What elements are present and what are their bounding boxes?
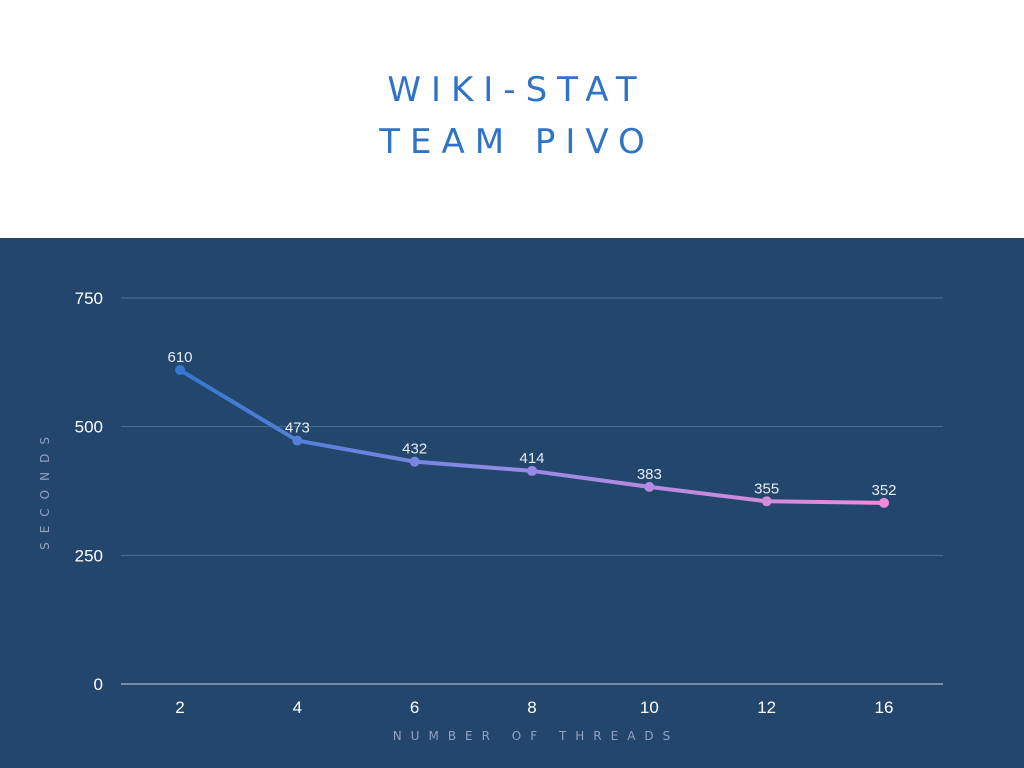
- x-tick-label: 6: [410, 698, 419, 717]
- y-tick-label: 250: [75, 546, 103, 565]
- data-point: [879, 497, 889, 508]
- data-label: 352: [871, 482, 896, 499]
- x-tick-label: 12: [757, 698, 776, 717]
- x-tick-label: 4: [293, 698, 302, 717]
- data-point: [761, 496, 772, 507]
- data-point: [292, 435, 303, 446]
- x-tick-label: 8: [527, 698, 536, 717]
- data-label: 473: [285, 420, 310, 437]
- y-tick-label: 0: [94, 675, 103, 694]
- data-label: 383: [637, 466, 662, 483]
- data-label: 432: [402, 441, 427, 458]
- y-tick-label: 500: [75, 418, 103, 437]
- data-point: [644, 481, 655, 492]
- x-tick-label: 2: [175, 698, 184, 717]
- y-axis-title: SECONDS: [38, 428, 52, 550]
- y-tick-label: 750: [75, 289, 103, 308]
- x-tick-label: 16: [875, 698, 894, 717]
- chart-subtitle: TEAM PIVO: [379, 122, 655, 162]
- gridlines: [121, 297, 943, 685]
- header: WIKI-STAT TEAM PIVO: [0, 0, 1024, 238]
- data-labels-layer: 610 473 432 414 383 355 352: [167, 349, 896, 499]
- x-tick-label: 10: [640, 698, 659, 717]
- data-label: 414: [519, 450, 544, 467]
- x-axis-ticks: 2 4 6 8 10 12 16: [175, 698, 893, 717]
- x-axis-title: NUMBER OF THREADS: [393, 729, 680, 743]
- data-label: 610: [167, 349, 192, 366]
- data-point: [409, 456, 420, 467]
- data-label: 355: [754, 480, 779, 497]
- points-layer: [175, 365, 889, 508]
- y-axis-ticks: 0 250 500 750: [75, 289, 103, 694]
- chart-title: WIKI-STAT: [387, 70, 647, 110]
- data-point: [527, 465, 537, 476]
- data-point: [175, 365, 185, 376]
